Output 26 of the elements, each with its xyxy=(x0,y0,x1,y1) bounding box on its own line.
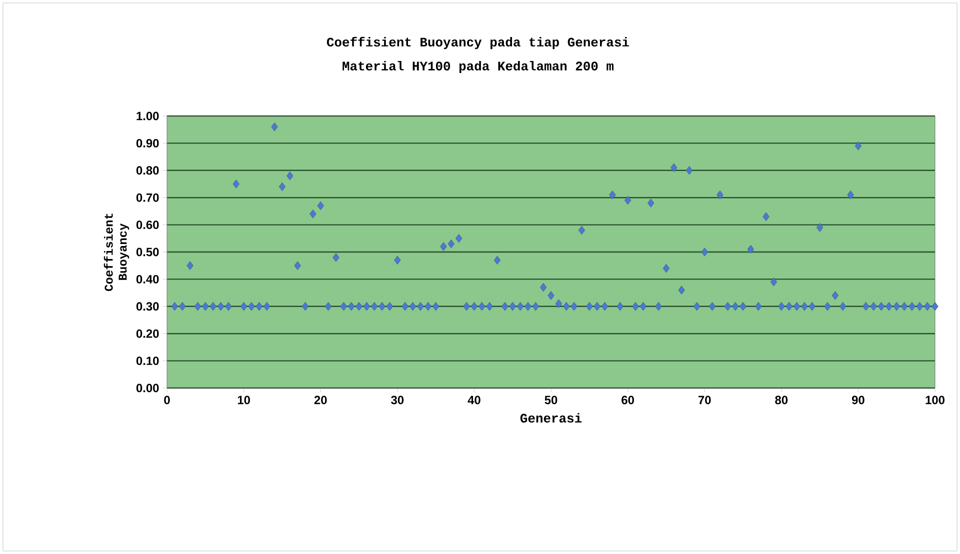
y-tick-label: 0.90 xyxy=(136,138,159,148)
y-axis-title: Coeffisient Buoyancy xyxy=(104,214,130,291)
y-tick-label: 0.30 xyxy=(136,302,159,311)
y-tick-label: 0.20 xyxy=(136,329,159,338)
y-tick-label: 0.70 xyxy=(136,193,159,202)
y-tick-label: 0.80 xyxy=(136,166,159,175)
y-tick-label: 0.60 xyxy=(136,220,159,230)
x-tick-label: 60 xyxy=(622,396,634,404)
x-tick-label: 50 xyxy=(544,396,558,404)
x-tick-label: 90 xyxy=(852,396,864,404)
chart-title: Coeffisient Buoyancy pada tiap Generasi xyxy=(326,36,629,50)
x-tick-label: 30 xyxy=(391,396,404,404)
chart-subtitle: Material HY100 pada Kedalaman 200 m xyxy=(342,60,614,74)
y-tick-label: 0.40 xyxy=(136,274,159,284)
y-tick-label: 1.00 xyxy=(136,112,159,120)
y-tick-label: 0.10 xyxy=(136,356,159,366)
x-tick-label: 70 xyxy=(698,396,711,404)
x-tick-label: 10 xyxy=(238,396,250,404)
x-tick-label: 100 xyxy=(926,396,944,404)
x-tick-label: 20 xyxy=(314,396,327,404)
x-tick-label: 80 xyxy=(775,396,788,404)
x-tick-label: 40 xyxy=(468,396,480,404)
y-tick-label: 0.50 xyxy=(136,248,159,256)
y-tick-label: 0.00 xyxy=(136,384,159,392)
x-axis-title: Generasi xyxy=(520,413,582,423)
x-tick-label: 0 xyxy=(164,396,170,404)
